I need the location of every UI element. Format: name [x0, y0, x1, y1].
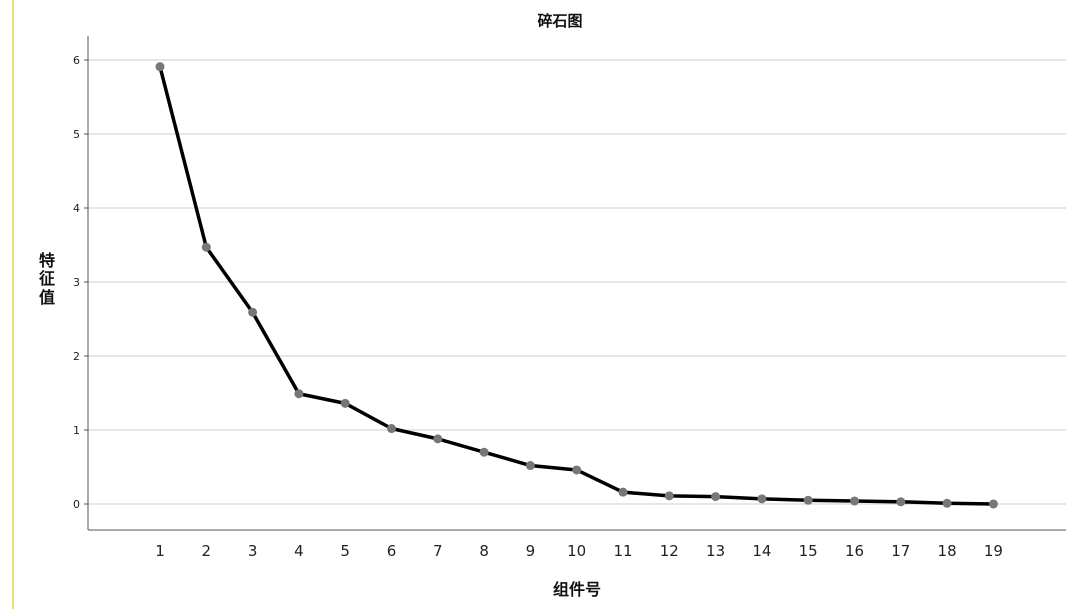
y-tick-label: 4	[73, 202, 80, 215]
y-axis-title: 特 征 值	[39, 251, 55, 307]
x-axis-title: 组件号	[553, 580, 601, 599]
data-point	[618, 487, 628, 497]
x-tick-label: 12	[660, 542, 679, 560]
y-tick-labels: 0 1 2 3 4 5 6	[73, 54, 88, 511]
data-point	[294, 389, 304, 399]
axes	[87, 36, 1066, 531]
x-tick-label: 15	[799, 542, 818, 560]
series-markers	[155, 62, 998, 509]
y-axis-title-char-2: 征	[39, 269, 55, 288]
x-tick-label: 17	[891, 542, 910, 560]
x-tick-label: 9	[526, 542, 536, 560]
data-point	[387, 424, 396, 434]
x-tick-label: 8	[479, 542, 489, 560]
y-tick-label: 6	[73, 54, 80, 67]
x-tick-labels: 1 2 3 4 5 6 7 8 9 10 11 12 13 14 15 16 17 18 19	[155, 542, 1003, 560]
x-tick-label: 2	[202, 542, 212, 560]
x-tick-label: 19	[984, 542, 1003, 560]
data-point	[525, 461, 535, 471]
data-point	[711, 492, 721, 502]
data-point	[433, 434, 443, 444]
data-point	[664, 491, 674, 501]
y-tick-label: 1	[73, 424, 80, 437]
y-tick-label: 3	[73, 276, 80, 289]
x-tick-label: 11	[613, 542, 632, 560]
y-tick-label: 5	[73, 128, 80, 141]
data-point	[942, 498, 952, 508]
data-point	[201, 242, 211, 252]
left-accent-rule	[12, 0, 14, 609]
series-line-group	[158, 64, 996, 506]
x-tick-label: 13	[706, 542, 725, 560]
data-point	[248, 307, 258, 317]
y-tick-label: 2	[73, 350, 80, 363]
data-point	[757, 494, 767, 504]
y-axis-title-char-1: 特	[39, 251, 55, 270]
x-tick-label: 5	[340, 542, 350, 560]
x-tick-label: 16	[845, 542, 864, 560]
x-tick-label: 1	[155, 542, 165, 560]
x-tick-label: 6	[387, 542, 397, 560]
y-tick-label: 0	[73, 498, 80, 511]
x-tick-label: 4	[294, 542, 304, 560]
data-point	[479, 447, 489, 457]
x-tick-label: 18	[938, 542, 957, 560]
y-axis-title-char-3: 值	[39, 288, 55, 307]
data-point	[155, 62, 165, 72]
gridlines	[88, 59, 1066, 505]
data-point	[988, 499, 998, 509]
data-point	[896, 497, 906, 507]
series-line	[158, 64, 996, 506]
x-tick-label: 3	[248, 542, 258, 560]
data-point	[803, 495, 813, 505]
data-point	[850, 496, 859, 506]
x-tick-label: 14	[752, 542, 771, 560]
x-tick-label: 10	[567, 542, 586, 560]
x-tick-label: 7	[433, 542, 443, 560]
chart-title: 碎石图	[537, 12, 582, 30]
data-point	[340, 398, 350, 408]
data-point	[572, 465, 582, 475]
